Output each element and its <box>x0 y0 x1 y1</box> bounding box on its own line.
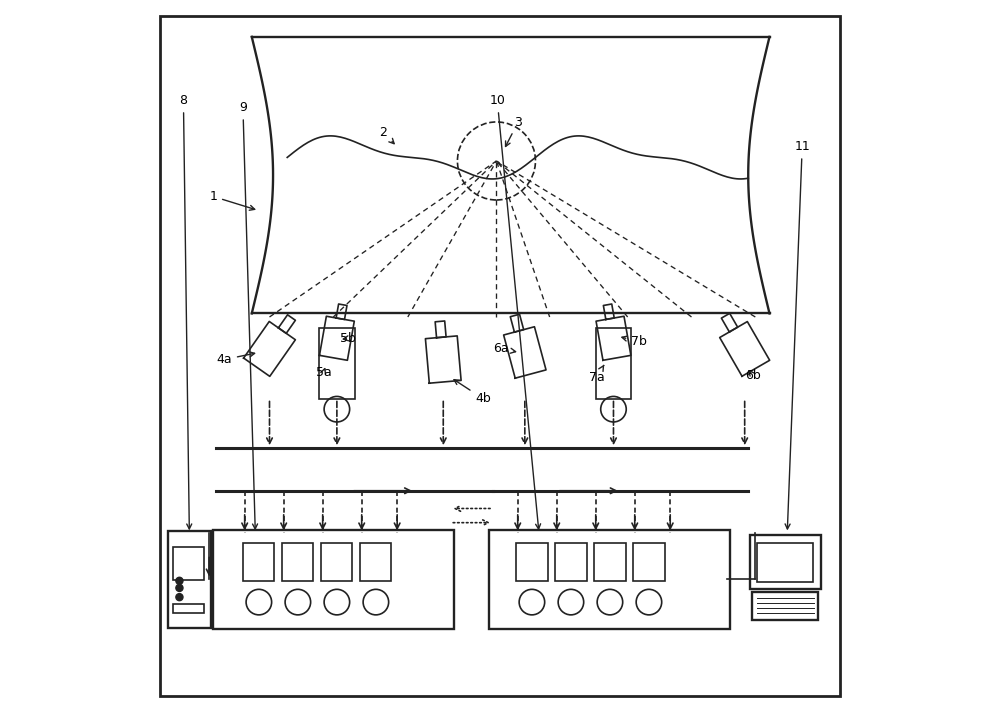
Text: 4b: 4b <box>454 379 491 405</box>
FancyBboxPatch shape <box>750 535 821 589</box>
FancyBboxPatch shape <box>282 543 313 581</box>
FancyBboxPatch shape <box>160 16 840 696</box>
Bar <box>596 328 631 399</box>
FancyBboxPatch shape <box>173 604 204 614</box>
Text: 1: 1 <box>209 190 255 210</box>
FancyBboxPatch shape <box>321 543 352 581</box>
FancyBboxPatch shape <box>173 547 204 580</box>
Bar <box>319 328 355 399</box>
FancyBboxPatch shape <box>516 543 548 581</box>
FancyBboxPatch shape <box>213 530 454 629</box>
FancyBboxPatch shape <box>243 543 274 581</box>
Text: 5b: 5b <box>340 332 356 345</box>
FancyBboxPatch shape <box>168 531 211 628</box>
Text: 10: 10 <box>489 94 541 529</box>
Text: 2: 2 <box>379 126 394 144</box>
Text: 8: 8 <box>179 94 192 529</box>
Text: 7b: 7b <box>622 335 647 348</box>
Text: 11: 11 <box>785 140 810 529</box>
FancyBboxPatch shape <box>555 543 587 581</box>
Circle shape <box>176 577 183 585</box>
Text: 5a: 5a <box>316 366 331 379</box>
Circle shape <box>176 585 183 592</box>
FancyBboxPatch shape <box>757 543 813 582</box>
FancyBboxPatch shape <box>360 543 391 581</box>
FancyBboxPatch shape <box>752 592 818 620</box>
Text: 6a: 6a <box>493 342 516 355</box>
Circle shape <box>176 594 183 601</box>
FancyBboxPatch shape <box>594 543 626 581</box>
FancyBboxPatch shape <box>633 543 665 581</box>
Text: 4a: 4a <box>216 352 255 366</box>
FancyBboxPatch shape <box>489 530 730 629</box>
Text: 6b: 6b <box>745 369 760 382</box>
Text: 3: 3 <box>506 115 522 147</box>
Text: 9: 9 <box>239 101 258 529</box>
Text: 7a: 7a <box>589 365 604 384</box>
